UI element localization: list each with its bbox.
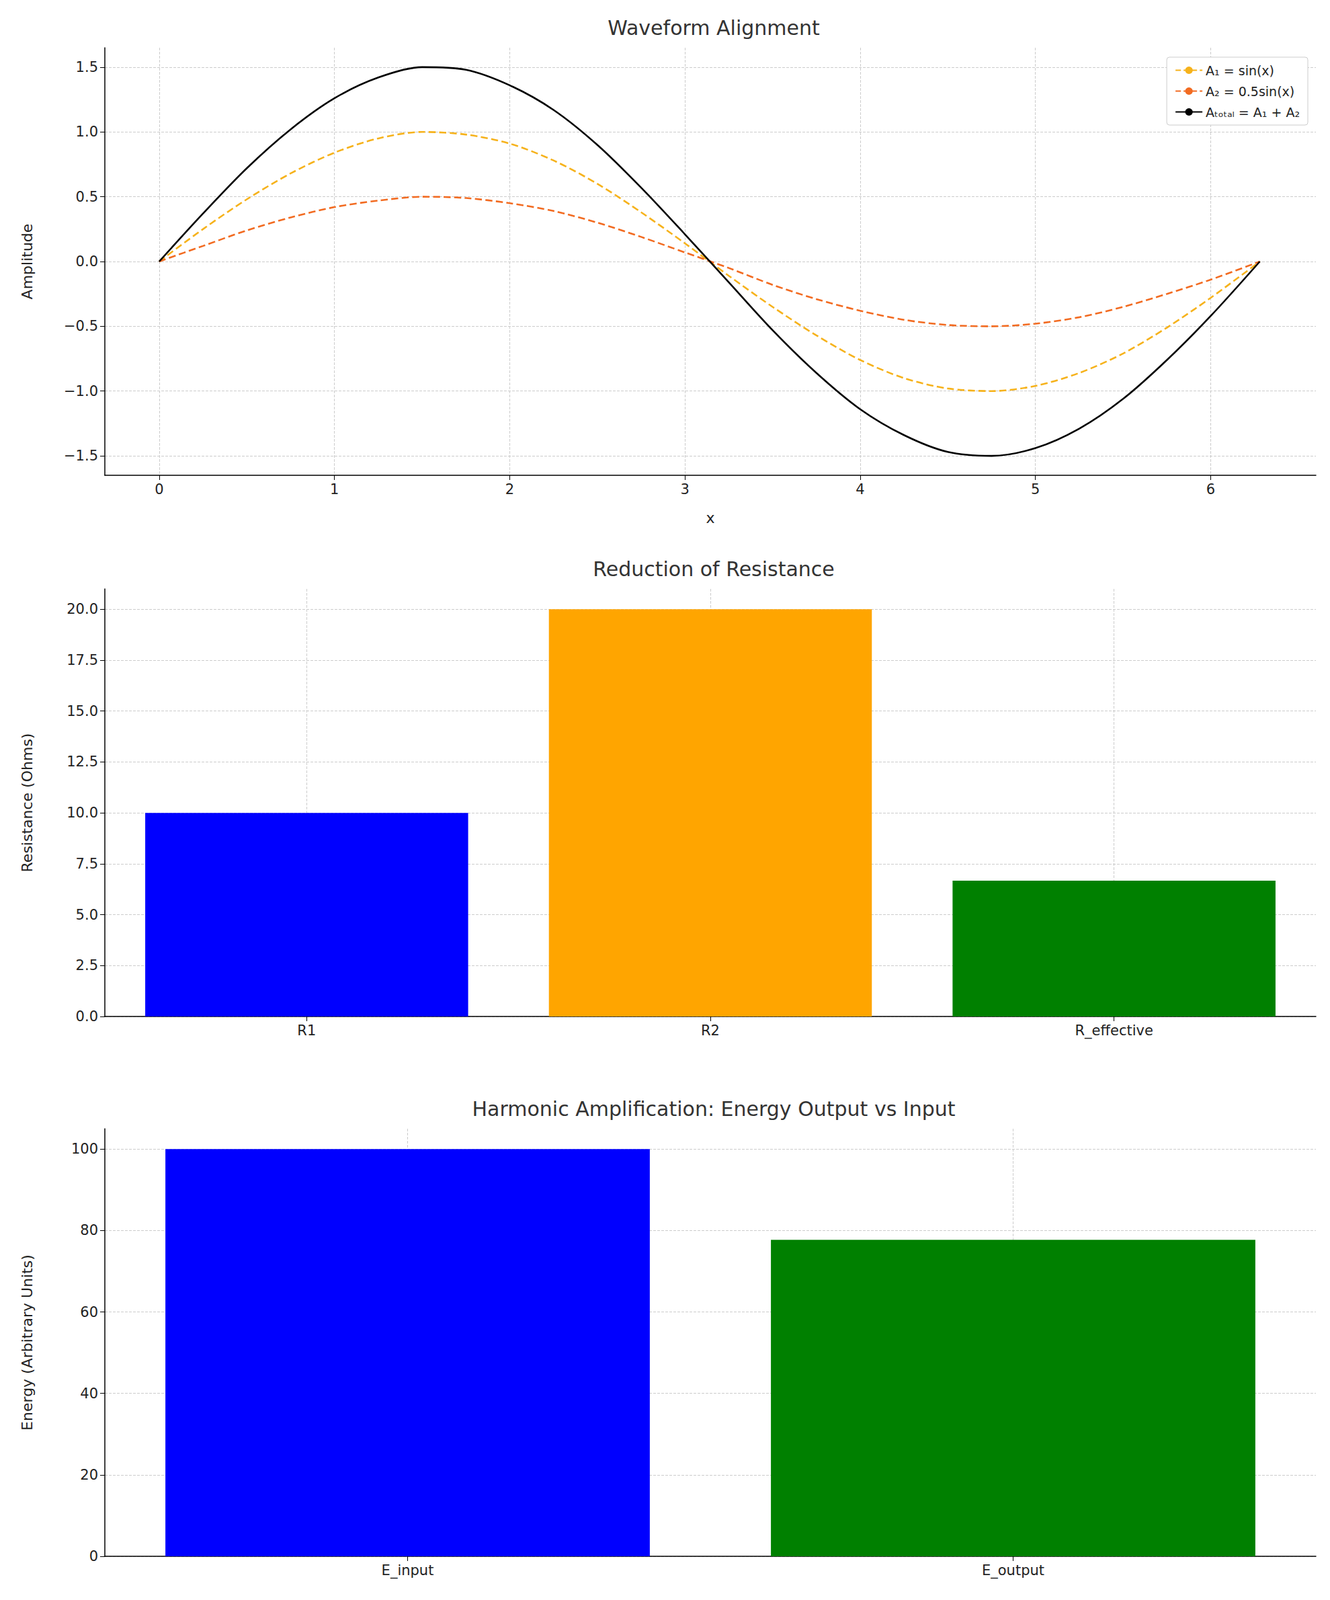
svg-text:4: 4 [855, 481, 865, 498]
svg-text:Reduction of Resistance: Reduction of Resistance [592, 557, 835, 581]
svg-text:0.0: 0.0 [75, 253, 99, 270]
svg-text:1: 1 [329, 481, 339, 498]
svg-text:Aₜₒₜₐₗ = A₁ + A₂: Aₜₒₜₐₗ = A₁ + A₂ [1205, 104, 1300, 120]
svg-text:0.5: 0.5 [75, 188, 99, 205]
svg-text:10.0: 10.0 [66, 804, 99, 821]
svg-text:x: x [705, 509, 715, 527]
svg-text:A₂ = 0.5sin(x): A₂ = 0.5sin(x) [1205, 84, 1295, 99]
svg-text:2: 2 [505, 481, 515, 498]
svg-text:R1: R1 [297, 1022, 316, 1039]
svg-text:20.0: 20.0 [66, 600, 99, 617]
svg-text:12.5: 12.5 [66, 753, 99, 770]
svg-text:−0.5: −0.5 [63, 317, 99, 335]
svg-text:100: 100 [71, 1140, 99, 1157]
svg-text:R2: R2 [700, 1022, 720, 1039]
svg-text:6: 6 [1206, 481, 1216, 498]
svg-text:0.0: 0.0 [75, 1008, 99, 1025]
svg-text:1.5: 1.5 [75, 59, 99, 76]
svg-text:5.0: 5.0 [75, 906, 99, 923]
svg-text:60: 60 [79, 1303, 99, 1320]
svg-text:15.0: 15.0 [66, 702, 99, 720]
svg-text:1.0: 1.0 [75, 123, 99, 140]
svg-text:−1.0: −1.0 [63, 383, 99, 400]
svg-text:Harmonic Amplification: Energy: Harmonic Amplification: Energy Output vs… [472, 1096, 956, 1121]
svg-text:40: 40 [79, 1385, 99, 1402]
svg-text:Resistance (Ohms): Resistance (Ohms) [18, 733, 36, 873]
svg-text:R_effective: R_effective [1074, 1022, 1153, 1039]
svg-text:E_output: E_output [981, 1561, 1045, 1579]
svg-text:Amplitude: Amplitude [18, 223, 36, 300]
svg-text:7.5: 7.5 [75, 855, 99, 872]
svg-text:2.5: 2.5 [75, 957, 99, 974]
svg-text:17.5: 17.5 [66, 651, 99, 669]
svg-text:0: 0 [154, 481, 164, 498]
svg-text:0: 0 [89, 1547, 99, 1564]
svg-text:E_input: E_input [381, 1561, 435, 1579]
svg-text:A₁ = sin(x): A₁ = sin(x) [1205, 63, 1275, 78]
svg-text:5: 5 [1030, 481, 1040, 498]
svg-text:Energy (Arbitrary Units): Energy (Arbitrary Units) [18, 1254, 36, 1431]
svg-text:20: 20 [79, 1466, 99, 1483]
svg-text:3: 3 [680, 481, 689, 498]
svg-text:Waveform Alignment: Waveform Alignment [607, 16, 820, 40]
svg-text:−1.5: −1.5 [63, 447, 99, 464]
svg-text:80: 80 [79, 1221, 99, 1238]
